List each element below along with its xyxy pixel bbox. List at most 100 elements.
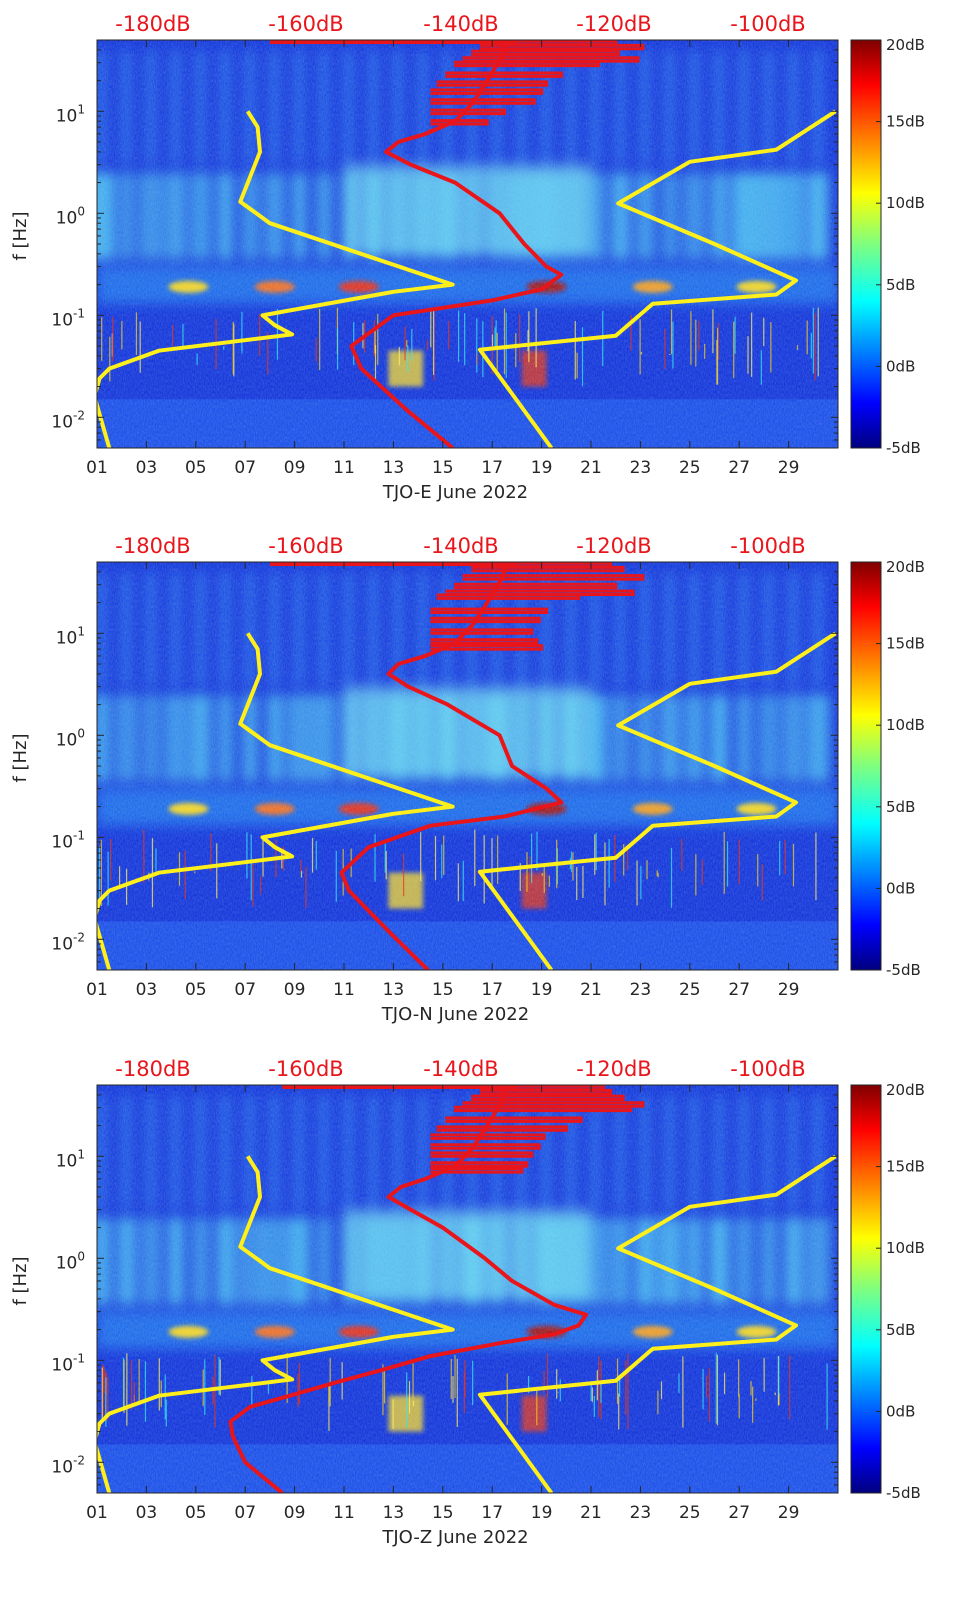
spectrogram-panel-1: 01 03 05 07 09 11 13 15 17 19 21 23 25 27 29 TJO-E June… [10, 12, 925, 503]
x-tick-label: 21 [580, 980, 602, 1000]
red-spike [488, 1085, 605, 1092]
colorbar-tick-label: 20dB [886, 36, 925, 54]
top-db-tick-label: -140dB [423, 12, 498, 36]
yellow-curve-1 [97, 1155, 455, 1493]
red-spike [445, 589, 635, 597]
y-tick-label: 10-1 [51, 1351, 85, 1375]
colorbar-tick-label: 5dB [886, 276, 915, 294]
yellow-curve-1 [97, 110, 455, 448]
x-tick-label: 25 [679, 1503, 701, 1523]
top-db-tick-label: -180dB [115, 534, 190, 558]
x-tick-label: 03 [136, 980, 158, 1000]
y-tick-label: 100 [56, 726, 85, 750]
x-axis-label: TJO-N June 2022 [381, 1004, 529, 1025]
red-spike [445, 71, 563, 78]
colorbar-tick-label: -5dB [886, 961, 921, 979]
x-tick-label: 23 [630, 1503, 652, 1523]
x-tick-label: 05 [185, 458, 207, 478]
red-spike [430, 1167, 524, 1174]
colorbar-tick-label: 0dB [886, 879, 915, 897]
x-tick-label: 15 [432, 458, 454, 478]
x-tick-label: 29 [778, 980, 800, 1000]
top-db-tick-label: -160dB [268, 1057, 343, 1081]
colorbar-tick-label: 15dB [886, 1158, 925, 1176]
x-tick-label: 15 [432, 980, 454, 1000]
spectrogram-image [97, 40, 838, 448]
transient-streaks [101, 1352, 828, 1431]
red-spike [488, 40, 618, 47]
x-tick-label: 13 [383, 1503, 405, 1523]
x-tick-label: 07 [234, 458, 256, 478]
x-tick-label: 15 [432, 1503, 454, 1523]
x-tick-label: 07 [234, 1503, 256, 1523]
colorbar-tick-label: 10dB [886, 1239, 925, 1257]
y-tick-label: 10-1 [51, 306, 85, 330]
y-axis-label: f [Hz] [10, 211, 31, 260]
colorbar-tick-label: 20dB [886, 1081, 925, 1099]
top-db-tick-label: -140dB [423, 534, 498, 558]
y-tick-label: 10-2 [51, 930, 85, 954]
x-tick-label: 25 [679, 980, 701, 1000]
yellow-curve-2 [477, 109, 837, 448]
red-spike [462, 1101, 645, 1108]
x-tick-label: 01 [86, 458, 108, 478]
red-spike [479, 562, 613, 569]
x-tick-label: 11 [333, 980, 355, 1000]
red-spike [430, 119, 489, 126]
y-tick-label: 10-2 [51, 1453, 85, 1477]
x-tick-label: 11 [333, 1503, 355, 1523]
x-tick-label: 05 [185, 1503, 207, 1523]
red-spike [430, 1161, 529, 1168]
red-spike [462, 574, 645, 581]
red-spike [462, 56, 640, 63]
x-tick-label: 17 [481, 1503, 503, 1523]
colorbar-tick-label: 5dB [886, 798, 915, 816]
red-spike [430, 98, 536, 105]
y-tick-label: 10-2 [51, 408, 85, 432]
x-tick-label: 13 [383, 980, 405, 1000]
red-spike [436, 1125, 568, 1132]
x-tick-label: 01 [86, 980, 108, 1000]
red-curve-spikes [430, 562, 645, 651]
top-db-tick-label: -120dB [576, 1057, 651, 1081]
y-tick-label: 100 [56, 1249, 85, 1273]
x-tick-label: 03 [136, 1503, 158, 1523]
spectrogram-image [97, 1085, 838, 1493]
colorbar-tick-label: 0dB [886, 1402, 915, 1420]
x-axis-label: TJO-Z June 2022 [381, 1527, 528, 1548]
red-spike [430, 607, 549, 614]
y-tick-label: 100 [56, 204, 85, 228]
x-tick-label: 27 [728, 980, 750, 1000]
x-tick-label: 29 [778, 1503, 800, 1523]
x-tick-label: 09 [284, 1503, 306, 1523]
x-tick-label: 29 [778, 458, 800, 478]
red-spike [453, 582, 618, 590]
colorbar-tick-label: 10dB [886, 194, 925, 212]
colorbar-tick-label: 20dB [886, 558, 925, 576]
x-tick-label: 13 [383, 458, 405, 478]
top-db-tick-label: -120dB [576, 12, 651, 36]
x-tick-label: 17 [481, 980, 503, 1000]
top-db-tick-label: -100dB [730, 534, 805, 558]
y-tick-label: 101 [56, 624, 85, 648]
colorbar [850, 561, 882, 971]
spectrogram-image [97, 562, 838, 970]
x-tick-label: 01 [86, 1503, 108, 1523]
red-spike [436, 80, 549, 87]
x-tick-label: 23 [630, 980, 652, 1000]
x-tick-label: 21 [580, 458, 602, 478]
x-tick-label: 19 [531, 980, 553, 1000]
x-tick-label: 03 [136, 458, 158, 478]
top-db-tick-label: -160dB [268, 12, 343, 36]
top-db-tick-label: -140dB [423, 1057, 498, 1081]
x-tick-label: 11 [333, 458, 355, 478]
colorbar-tick-label: 15dB [886, 113, 925, 131]
yellow-curve-2 [477, 631, 837, 970]
top-db-tick-label: -160dB [268, 534, 343, 558]
spectrogram-panel-2: 01 03 05 07 09 11 13 15 17 19 21 23 25 27 29 TJO-N June… [10, 534, 925, 1025]
red-spike [445, 1116, 583, 1123]
x-tick-label: 25 [679, 458, 701, 478]
x-tick-label: 17 [481, 458, 503, 478]
red-spike [430, 88, 544, 95]
spectrogram-panel-3: 01 03 05 07 09 11 13 15 17 19 21 23 25 27 29 TJO-Z June… [10, 1057, 925, 1548]
